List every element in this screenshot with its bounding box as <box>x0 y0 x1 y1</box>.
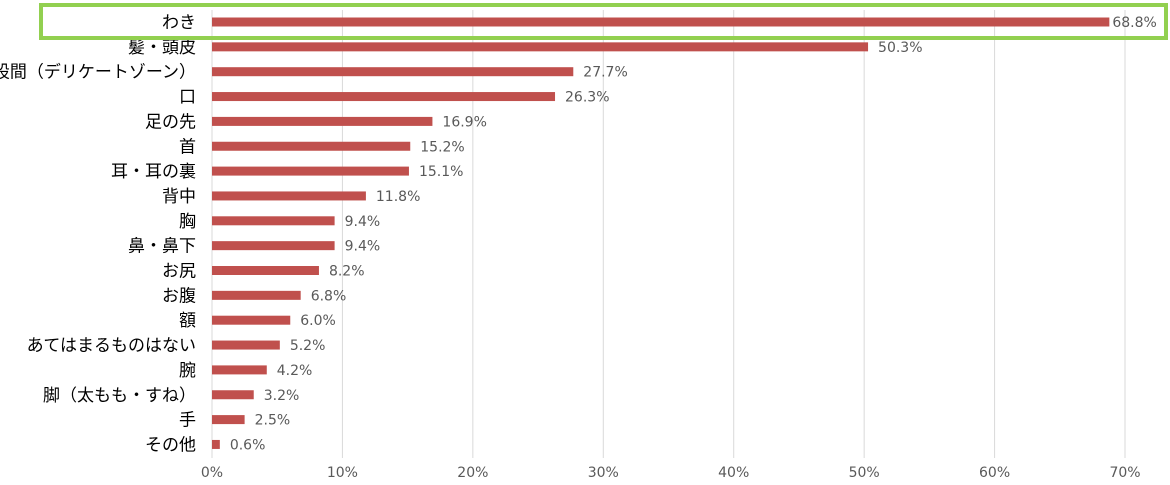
x-tick-label: 10% <box>327 465 358 481</box>
bar <box>212 315 291 325</box>
bar <box>212 439 220 449</box>
value-label: 6.0% <box>300 313 336 329</box>
category-label: 脚（太もも・すね） <box>43 386 196 406</box>
value-labels: 68.8% 50.3% 27.7% 26.3% 16.9% 15.2% 15.1% 11.8%… <box>230 15 1157 453</box>
value-label: 0.6% <box>230 437 266 453</box>
category-label: 口 <box>179 88 196 108</box>
category-label: 鼻・鼻下 <box>128 237 196 257</box>
value-label: 9.4% <box>345 239 381 255</box>
category-label: 首 <box>179 137 196 157</box>
x-axis-tick-labels: 0% 10% 20% 30% 40% 50% 60% 70% <box>201 465 1141 481</box>
bar <box>212 67 574 77</box>
category-label: お尻 <box>162 262 196 282</box>
bar <box>212 290 301 300</box>
bars <box>212 17 1110 449</box>
x-tick-label: 60% <box>979 465 1010 481</box>
value-label: 68.8% <box>1112 15 1156 31</box>
bar <box>212 241 335 251</box>
value-label: 4.2% <box>277 363 313 379</box>
category-label: 額 <box>179 311 196 331</box>
bar <box>212 415 245 425</box>
x-tick-label: 0% <box>201 465 223 481</box>
category-label: わき <box>162 13 196 33</box>
bar <box>212 141 411 151</box>
bar <box>212 216 335 226</box>
value-label: 16.9% <box>442 114 486 130</box>
value-label: 5.2% <box>290 338 326 354</box>
value-label: 15.2% <box>420 139 464 155</box>
bar <box>212 266 319 275</box>
value-label: 6.8% <box>311 288 347 304</box>
value-label: 9.4% <box>345 214 381 230</box>
value-label: 26.3% <box>565 90 609 106</box>
bar <box>212 116 433 126</box>
highlight-box <box>39 3 1168 40</box>
value-label: 3.2% <box>264 388 300 404</box>
bar <box>212 92 556 102</box>
x-tick-label: 40% <box>718 465 749 481</box>
gridlines <box>211 10 1126 458</box>
category-label: その他 <box>145 435 196 455</box>
category-label: 足の先 <box>145 112 196 132</box>
value-label: 50.3% <box>878 40 922 56</box>
category-label: 胸 <box>179 212 196 232</box>
category-label: お腹 <box>162 286 196 306</box>
bar <box>212 340 280 350</box>
value-label: 8.2% <box>329 264 365 280</box>
bar <box>212 166 409 176</box>
category-label: 手 <box>179 411 196 431</box>
x-tick-label: 50% <box>849 465 880 481</box>
value-label: 11.8% <box>376 189 420 205</box>
x-tick-label: 70% <box>1109 465 1140 481</box>
bar <box>212 365 267 375</box>
bar <box>212 390 254 400</box>
value-label: 15.1% <box>419 164 463 180</box>
x-tick-label: 30% <box>588 465 619 481</box>
value-label: 2.5% <box>255 413 291 429</box>
category-label: 股間（デリケートゾーン） <box>0 62 196 83</box>
category-label: 耳・耳の裏 <box>111 161 196 182</box>
category-label: 腕 <box>179 361 196 381</box>
value-label: 27.7% <box>583 65 627 81</box>
bar <box>212 191 366 201</box>
bar <box>212 17 1110 27</box>
bar <box>212 42 869 52</box>
category-label: 背中 <box>162 187 196 207</box>
category-label: 髪・頭皮 <box>128 38 196 58</box>
x-tick-label: 20% <box>457 465 488 481</box>
category-label: あてはまるものはない <box>27 336 196 356</box>
